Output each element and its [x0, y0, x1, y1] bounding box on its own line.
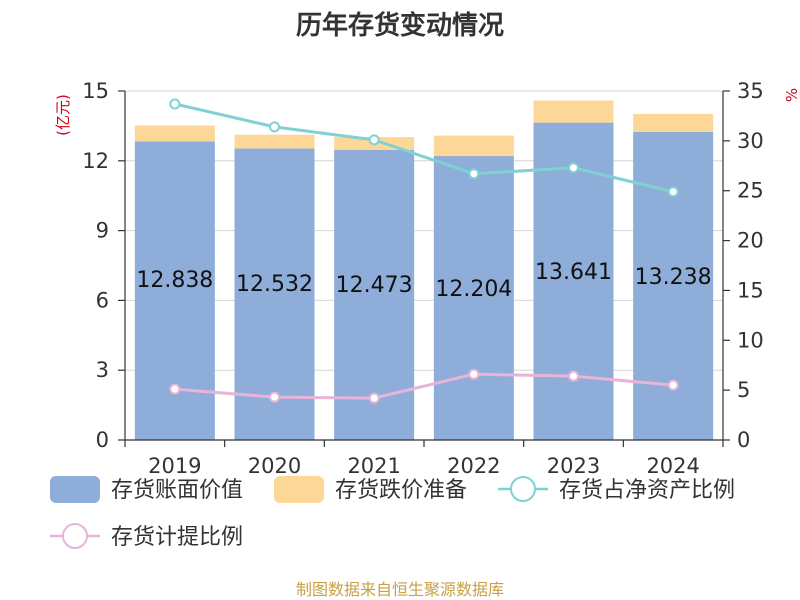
right-tick-label: 35	[737, 79, 764, 103]
chart-title: 历年存货变动情况	[296, 10, 504, 41]
line-point	[667, 379, 679, 391]
source-note: 制图数据来自恒生聚源数据库	[296, 580, 504, 599]
left-tick-label: 12	[82, 149, 109, 173]
right-tick-label: 30	[737, 129, 764, 153]
legend-marker	[510, 476, 536, 502]
legend-label: 存货计提比例	[111, 525, 243, 550]
x-tick-label: 2024	[646, 454, 699, 478]
right-tick-label: 0	[737, 428, 750, 452]
bar-data-label: 12.473	[336, 273, 413, 298]
bar-impairment	[234, 134, 315, 149]
x-tick-label: 2022	[447, 454, 500, 478]
left-tick-label: 9	[96, 219, 109, 243]
bar-data-label: 13.238	[635, 265, 712, 290]
line-series	[174, 102, 674, 194]
legend-label: 存货跌价准备	[335, 478, 467, 503]
bar-impairment	[533, 100, 614, 123]
line-point	[468, 168, 480, 180]
line-point	[368, 392, 380, 404]
right-tick-label: 25	[737, 179, 764, 203]
line-point	[368, 134, 380, 146]
left-axis-unit: (亿元)	[54, 94, 72, 136]
left-tick-label: 0	[96, 428, 109, 452]
bar-book-value	[433, 156, 514, 441]
x-tick-label: 2019	[148, 454, 201, 478]
bar-impairment	[134, 125, 215, 142]
legend-swatch	[50, 476, 100, 503]
bar-book-value	[234, 148, 315, 441]
right-axis-unit: %	[783, 88, 800, 102]
right-tick-label: 10	[737, 328, 764, 352]
left-tick-label: 3	[96, 358, 109, 382]
x-tick-label: 2021	[347, 454, 400, 478]
line-point	[568, 370, 579, 382]
right-tick-label: 5	[737, 378, 750, 402]
line-point	[169, 98, 181, 110]
line-point	[269, 391, 280, 403]
x-tick-label: 2023	[547, 454, 600, 478]
line-series	[174, 372, 674, 400]
bars	[134, 100, 714, 441]
line-point	[568, 162, 579, 174]
legend-label: 存货占净资产比例	[559, 478, 735, 503]
line-point	[468, 368, 480, 380]
bar-labels: 12.838 12.532 12.473 12.204 13.641 13.238	[136, 260, 711, 302]
axes: 0 3 6 9 12 15 0 5 10 15 20 25 30 35 2019 2020 2021 2022 20…	[82, 79, 763, 478]
left-tick-label: 6	[96, 288, 109, 312]
bar-data-label: 12.532	[236, 272, 313, 297]
legend-label: 存货账面价值	[111, 478, 243, 503]
bar-data-label: 13.641	[535, 260, 612, 285]
bar-data-label: 12.204	[435, 277, 512, 302]
legend-swatch	[274, 476, 324, 503]
bar-impairment	[633, 113, 714, 132]
bar-impairment	[433, 135, 514, 157]
line-point	[269, 121, 280, 133]
bar-data-label: 12.838	[136, 268, 213, 293]
line-point	[169, 383, 181, 395]
left-tick-label: 15	[82, 79, 109, 103]
legend-marker	[62, 523, 88, 549]
right-tick-label: 15	[737, 278, 764, 302]
lines	[169, 98, 679, 404]
right-tick-label: 20	[737, 229, 764, 253]
gridlines	[125, 90, 723, 371]
x-tick-label: 2020	[248, 454, 301, 478]
line-point	[667, 186, 679, 198]
